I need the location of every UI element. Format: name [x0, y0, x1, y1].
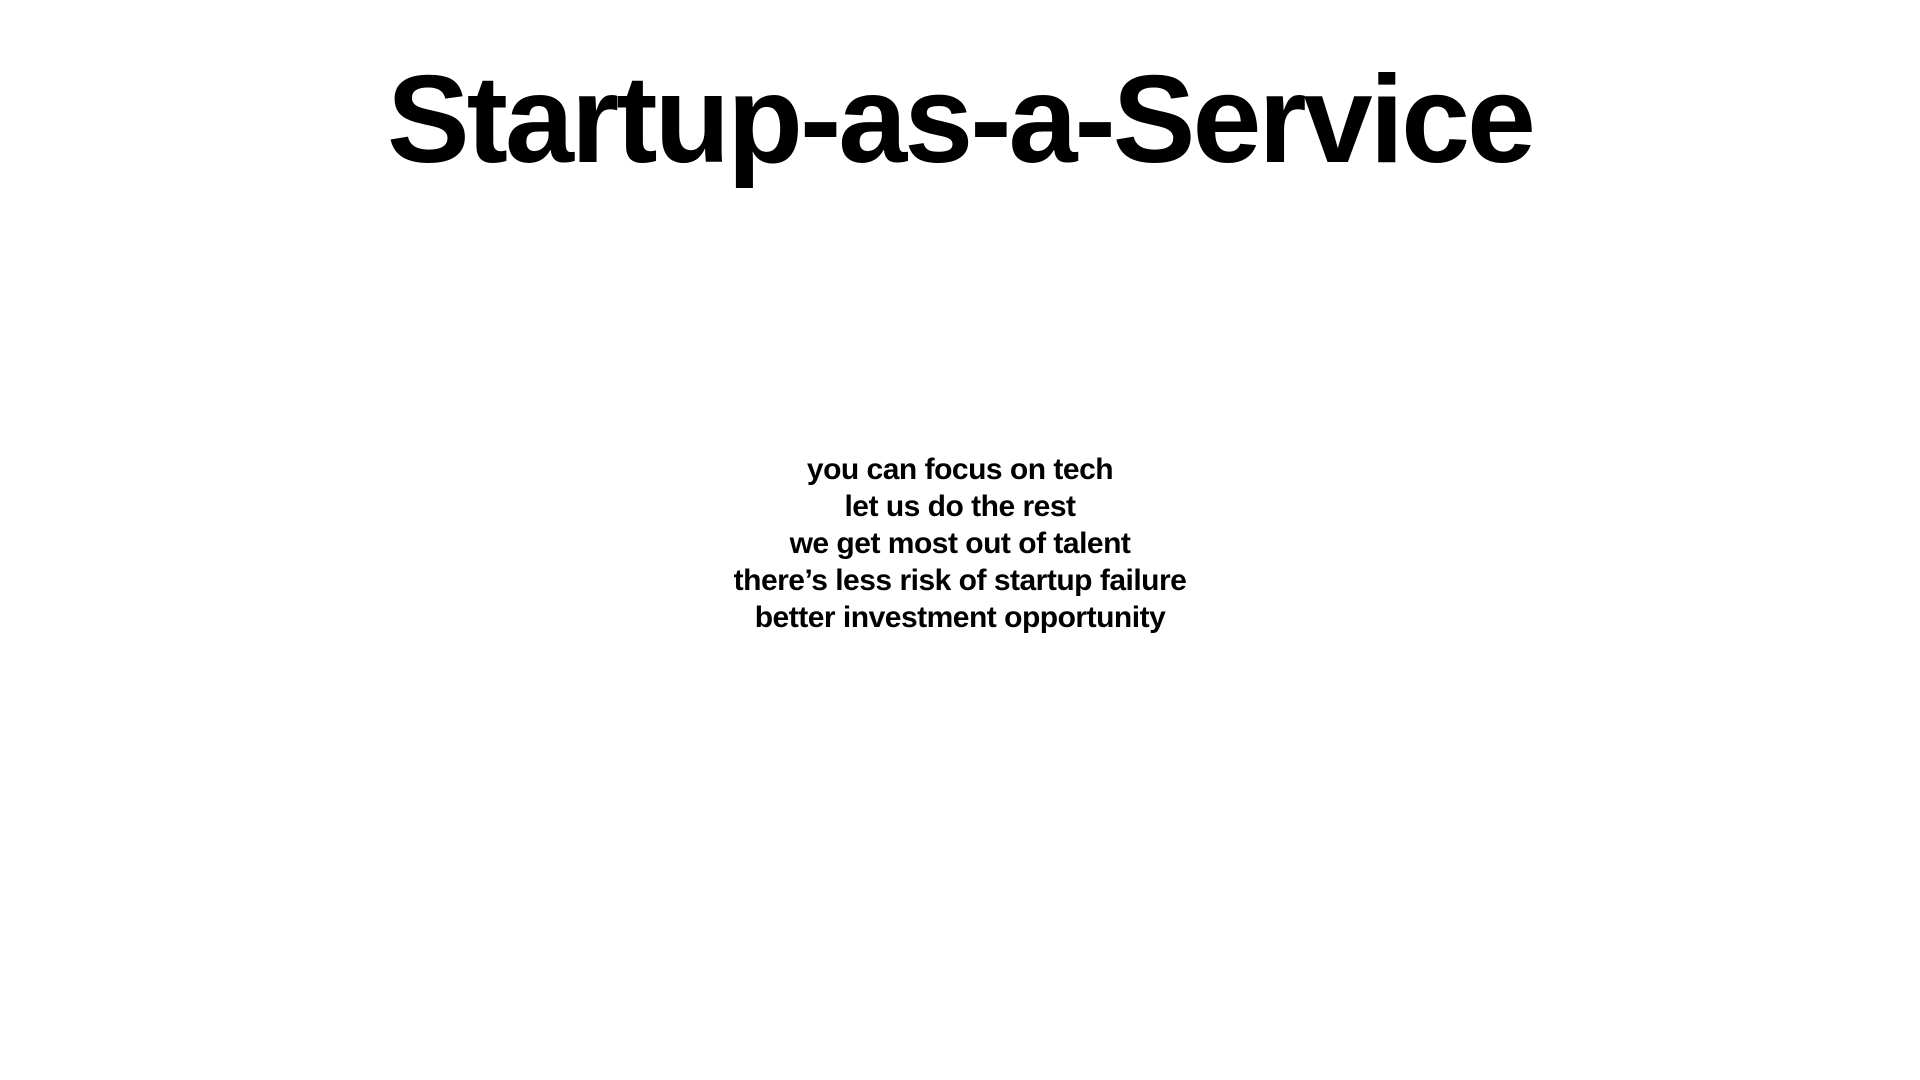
benefit-item: better investment opportunity — [754, 601, 1166, 634]
slide-title: Startup-as-a-Service — [386, 51, 1536, 189]
benefit-list: you can focus on tech let us do the rest… — [0, 451, 1920, 636]
benefit-item: there’s less risk of startup failure — [733, 564, 1187, 597]
benefit-item: we get most out of talent — [789, 527, 1131, 560]
benefit-item: you can focus on tech — [806, 453, 1114, 486]
benefit-item: let us do the rest — [844, 490, 1076, 523]
